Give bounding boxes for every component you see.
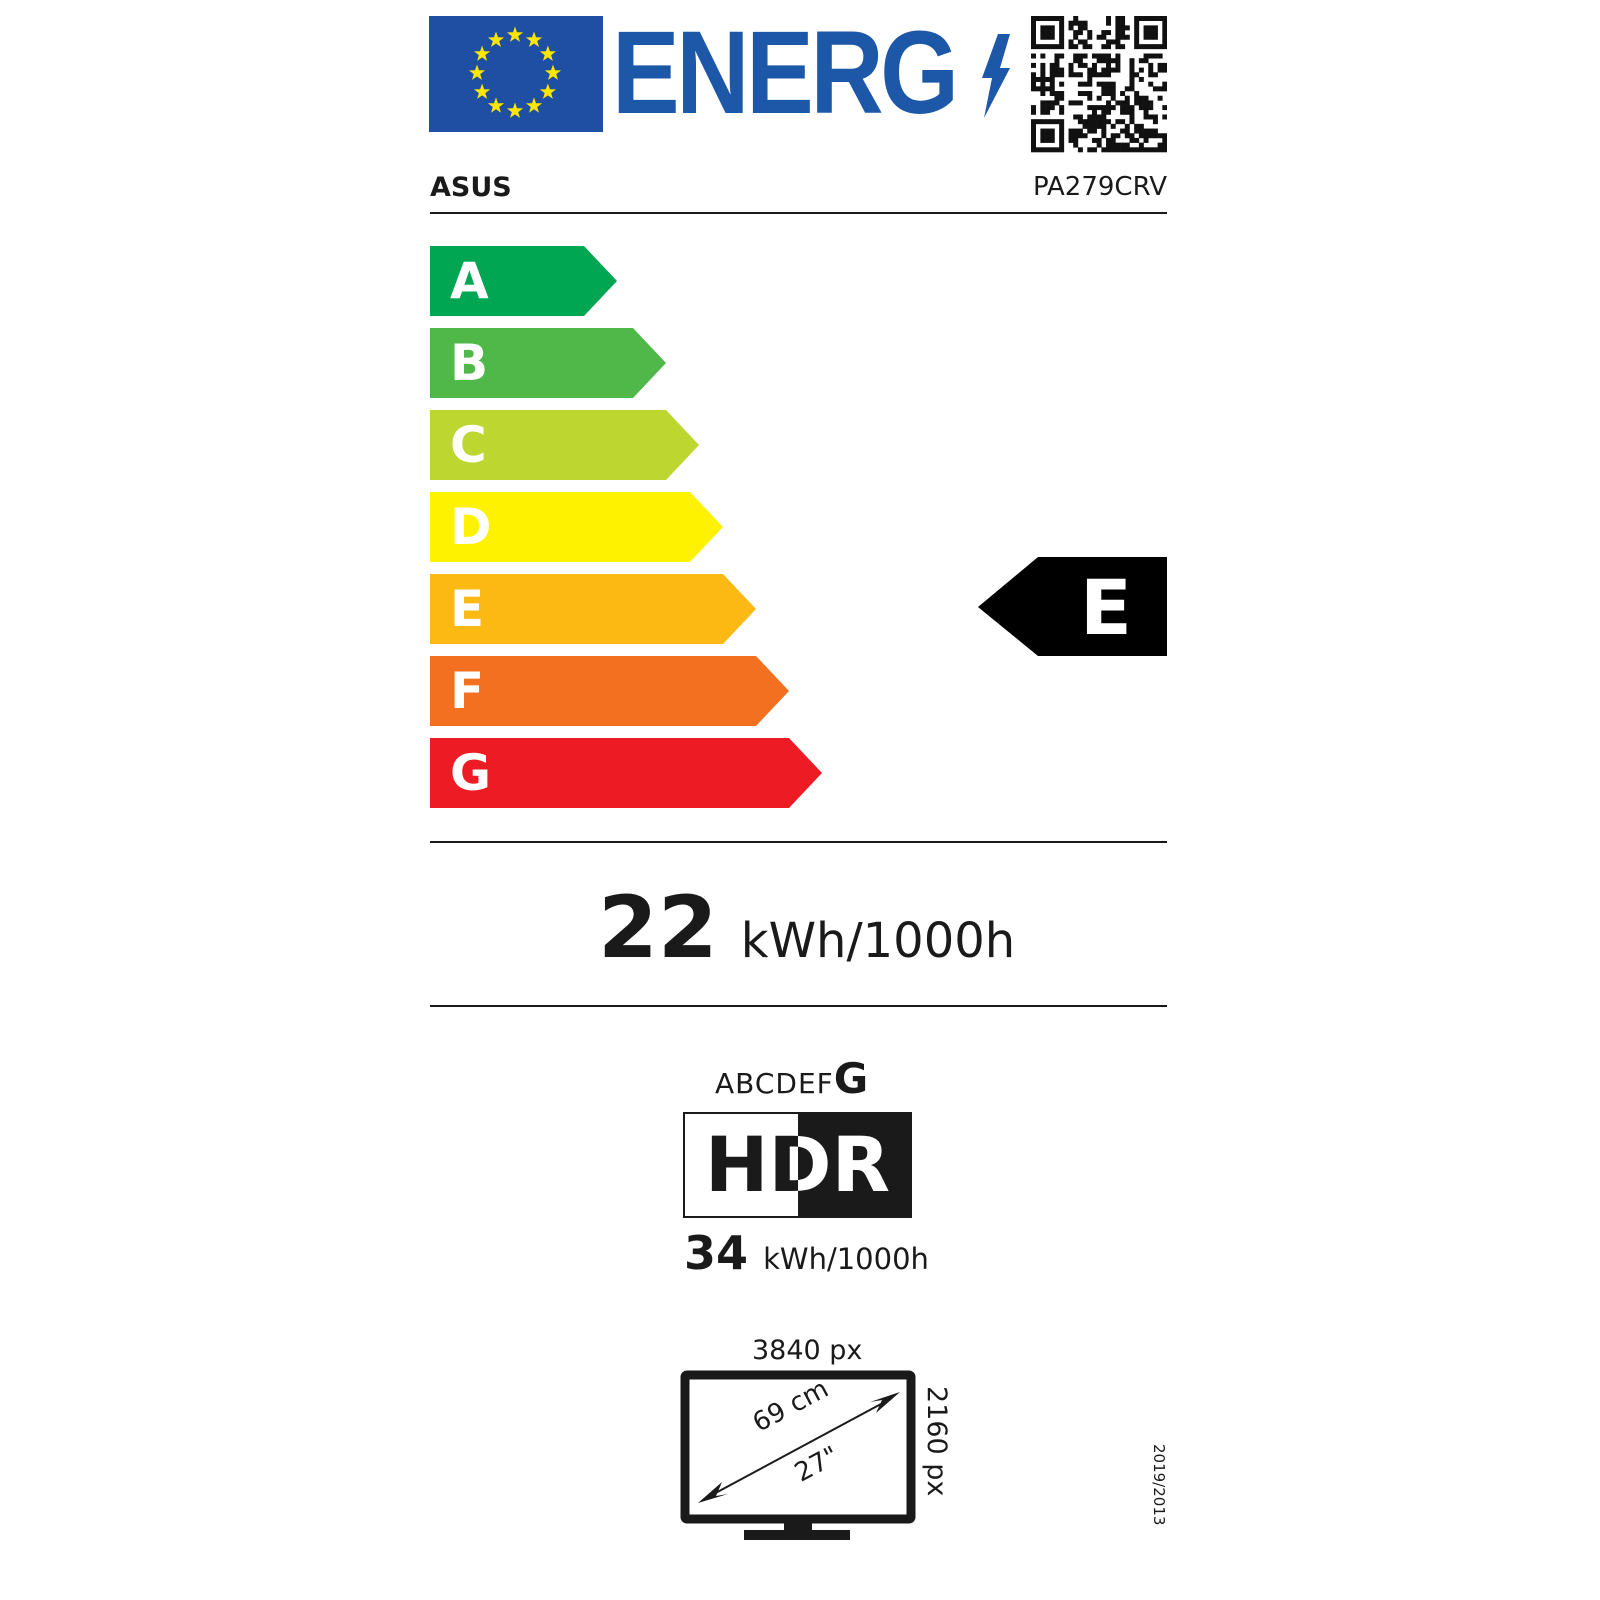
screen-height-px: 2160 px <box>921 1386 952 1497</box>
hdr-box: HDR <box>683 1112 912 1218</box>
lightning-bolt-icon <box>982 34 1010 118</box>
energy-class-f: F <box>430 656 789 726</box>
energy-class-letter: E <box>450 580 485 638</box>
divider <box>430 1005 1167 1007</box>
screen-width-px: 3840 px <box>752 1335 863 1366</box>
star-icon <box>539 83 556 99</box>
energy-class-letter: G <box>450 744 492 802</box>
divider <box>430 212 1167 214</box>
energy-logo: ENERG <box>612 14 1012 132</box>
energy-class-letter: B <box>450 334 489 392</box>
star-icon <box>539 45 556 61</box>
eu-flag-icon <box>429 16 603 132</box>
star-icon <box>506 102 524 118</box>
energy-class-letter: A <box>450 252 489 310</box>
star-icon <box>525 97 543 113</box>
sdr-energy-consumption: 22 kWh/1000h <box>598 878 1015 978</box>
model-identifier: PA279CRV <box>1032 172 1167 202</box>
star-icon <box>474 83 491 99</box>
star-icon <box>474 45 491 61</box>
hdr-scale: ABCDEFG <box>715 1054 868 1103</box>
hdr-energy-unit: kWh/1000h <box>763 1242 929 1276</box>
rating-letter: E <box>1080 563 1132 652</box>
star-icon <box>487 97 505 113</box>
hdr-label: HDR <box>685 1120 910 1210</box>
star-icon <box>506 26 524 42</box>
energy-class-b: B <box>430 328 666 398</box>
energy-class-c: C <box>430 410 699 480</box>
energy-class-e: E <box>430 574 756 644</box>
energy-class-d: D <box>430 492 723 562</box>
star-icon <box>487 31 505 47</box>
energy-class-a: A <box>430 246 617 316</box>
star-icon <box>468 64 486 80</box>
hdr-energy-consumption: 34 kWh/1000h <box>684 1226 929 1280</box>
energy-logo-text: ENERG <box>612 7 959 139</box>
energy-class-letter: C <box>450 416 487 474</box>
sdr-energy-unit: kWh/1000h <box>740 913 1016 969</box>
hdr-scale-rating: G <box>833 1054 869 1103</box>
qr-code-icon[interactable] <box>1031 16 1167 154</box>
star-icon <box>525 31 543 47</box>
hdr-energy-value: 34 <box>684 1226 749 1280</box>
divider <box>430 841 1167 843</box>
sdr-energy-value: 22 <box>598 878 718 978</box>
regulation-number: 2019/2013 <box>1150 1444 1168 1526</box>
rating-arrow <box>978 557 1167 656</box>
star-icon <box>544 64 562 80</box>
energy-class-letter: D <box>450 498 492 556</box>
hdr-scale-letters: ABCDEF <box>715 1067 834 1100</box>
monitor-icon <box>680 1370 916 1540</box>
energy-class-g: G <box>430 738 822 808</box>
energy-class-letter: F <box>450 662 485 720</box>
supplier-name: ASUS <box>430 172 512 203</box>
